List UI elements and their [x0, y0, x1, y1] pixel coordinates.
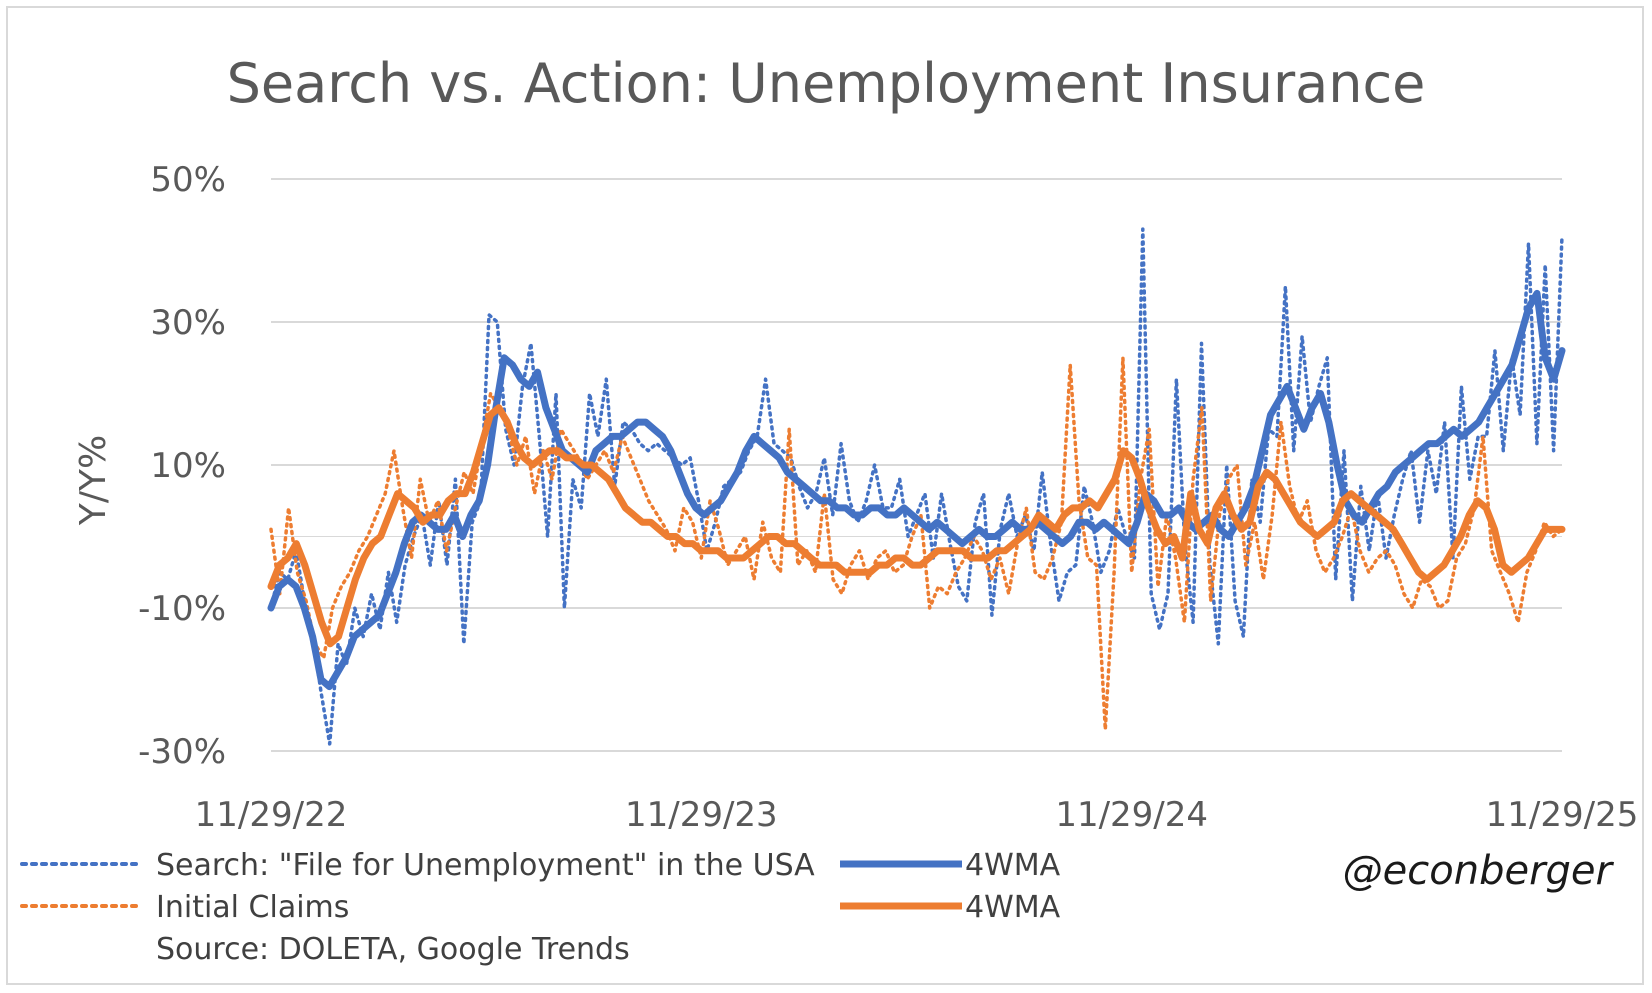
- x-tick-label: 11/29/24: [1055, 795, 1208, 835]
- legend-label-claims: Initial Claims: [156, 890, 349, 925]
- claims-4wma-line: [267, 404, 1566, 648]
- x-tick-label: 11/29/23: [625, 795, 778, 835]
- y-tick-label: 10%: [150, 446, 226, 486]
- source-note: Source: DOLETA, Google Trends: [156, 932, 630, 967]
- x-tick-label: 11/29/25: [1486, 795, 1639, 835]
- claims-dotted-line: [269, 356, 1564, 732]
- y-tick-label: -10%: [138, 589, 226, 629]
- legend-label-search: Search: "File for Unemployment" in the U…: [156, 848, 815, 883]
- plot-area: [267, 227, 1566, 746]
- gridlines: [271, 178, 1562, 752]
- legend-label-search-4wma: 4WMA: [965, 848, 1061, 883]
- x-axis: 11/29/22 11/29/23 11/29/24 11/29/25: [195, 795, 1639, 835]
- search-4wma-line: [267, 289, 1566, 691]
- y-tick-label: 30%: [150, 303, 226, 343]
- y-axis: -30% -10% 10% 30% 50%: [138, 160, 226, 772]
- y-tick-label: -30%: [138, 732, 226, 772]
- x-tick-label: 11/29/22: [195, 795, 348, 835]
- y-axis-label: Y/Y%: [73, 435, 114, 526]
- legend-label-claims-4wma: 4WMA: [965, 890, 1061, 925]
- author-handle: @econberger: [1343, 848, 1615, 894]
- chart-title: Search vs. Action: Unemployment Insuranc…: [227, 52, 1426, 115]
- y-tick-label: 50%: [150, 160, 226, 200]
- legend: Search: "File for Unemployment" in the U…: [20, 848, 1061, 967]
